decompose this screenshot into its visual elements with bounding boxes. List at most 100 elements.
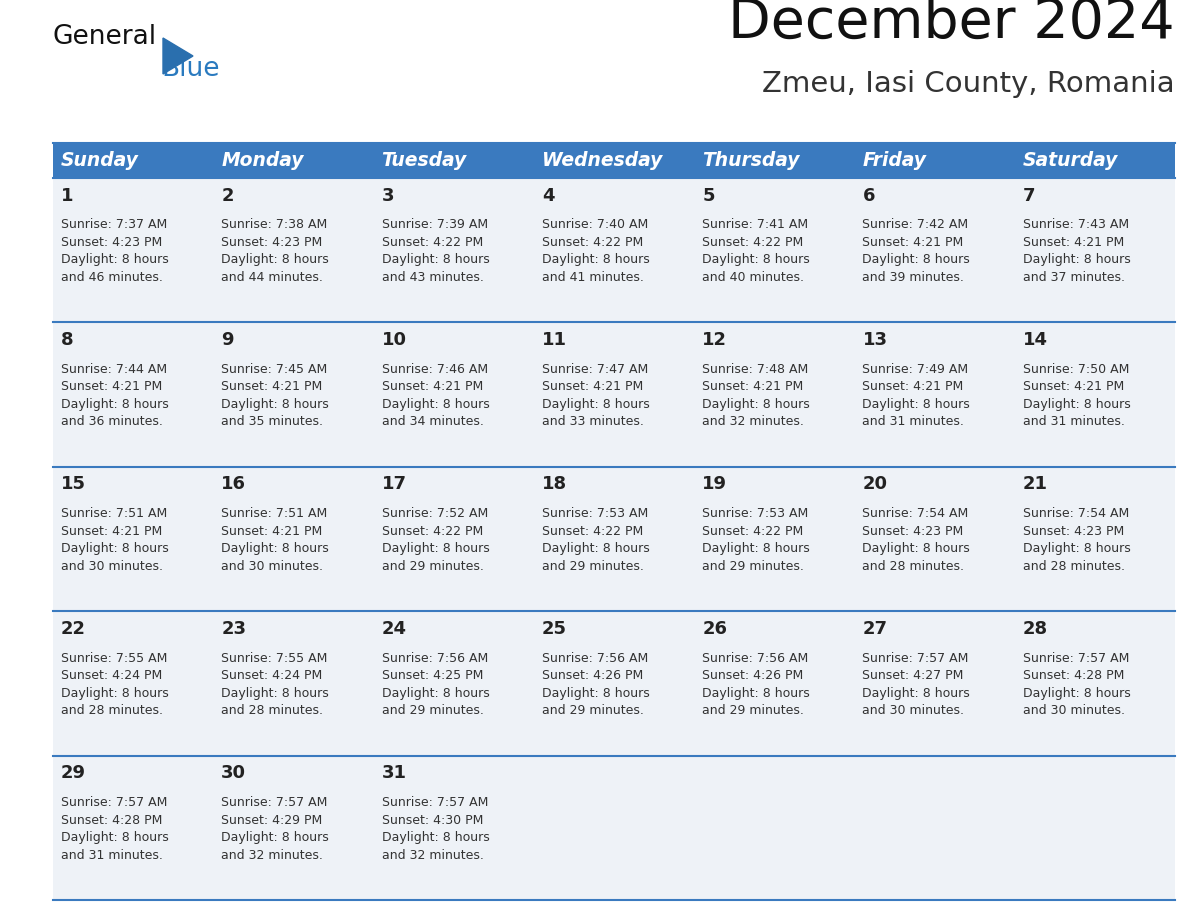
Text: Sunrise: 7:38 AM
Sunset: 4:23 PM
Daylight: 8 hours
and 44 minutes.: Sunrise: 7:38 AM Sunset: 4:23 PM Dayligh… — [221, 218, 329, 284]
Bar — [694, 466, 854, 611]
Text: Sunrise: 7:42 AM
Sunset: 4:21 PM
Daylight: 8 hours
and 39 minutes.: Sunrise: 7:42 AM Sunset: 4:21 PM Dayligh… — [862, 218, 971, 284]
Bar — [854, 611, 1015, 756]
Text: Sunrise: 7:57 AM
Sunset: 4:28 PM
Daylight: 8 hours
and 31 minutes.: Sunrise: 7:57 AM Sunset: 4:28 PM Dayligh… — [61, 796, 169, 861]
Bar — [53, 143, 214, 178]
Text: Sunrise: 7:49 AM
Sunset: 4:21 PM
Daylight: 8 hours
and 31 minutes.: Sunrise: 7:49 AM Sunset: 4:21 PM Dayligh… — [862, 363, 971, 429]
Text: Saturday: Saturday — [1023, 151, 1118, 170]
Bar — [854, 143, 1015, 178]
Text: Sunrise: 7:46 AM
Sunset: 4:21 PM
Daylight: 8 hours
and 34 minutes.: Sunrise: 7:46 AM Sunset: 4:21 PM Dayligh… — [381, 363, 489, 429]
Polygon shape — [163, 38, 192, 74]
Bar — [373, 178, 533, 322]
Bar — [53, 466, 214, 611]
Bar — [533, 143, 694, 178]
Bar — [214, 178, 373, 322]
Text: 4: 4 — [542, 186, 555, 205]
Text: 14: 14 — [1023, 331, 1048, 349]
Text: 30: 30 — [221, 765, 246, 782]
Text: 22: 22 — [61, 620, 86, 638]
Text: 20: 20 — [862, 476, 887, 494]
Bar — [533, 178, 694, 322]
Text: 8: 8 — [61, 331, 74, 349]
Bar — [53, 756, 214, 900]
Bar — [694, 143, 854, 178]
Text: Sunrise: 7:56 AM
Sunset: 4:25 PM
Daylight: 8 hours
and 29 minutes.: Sunrise: 7:56 AM Sunset: 4:25 PM Dayligh… — [381, 652, 489, 717]
Text: 10: 10 — [381, 331, 406, 349]
Text: Sunrise: 7:45 AM
Sunset: 4:21 PM
Daylight: 8 hours
and 35 minutes.: Sunrise: 7:45 AM Sunset: 4:21 PM Dayligh… — [221, 363, 329, 429]
Bar — [854, 756, 1015, 900]
Text: 29: 29 — [61, 765, 86, 782]
Text: 5: 5 — [702, 186, 715, 205]
Text: 17: 17 — [381, 476, 406, 494]
Text: Sunrise: 7:41 AM
Sunset: 4:22 PM
Daylight: 8 hours
and 40 minutes.: Sunrise: 7:41 AM Sunset: 4:22 PM Dayligh… — [702, 218, 810, 284]
Text: Sunrise: 7:48 AM
Sunset: 4:21 PM
Daylight: 8 hours
and 32 minutes.: Sunrise: 7:48 AM Sunset: 4:21 PM Dayligh… — [702, 363, 810, 429]
Bar — [214, 756, 373, 900]
Bar — [373, 466, 533, 611]
Bar — [373, 322, 533, 466]
Text: Sunrise: 7:55 AM
Sunset: 4:24 PM
Daylight: 8 hours
and 28 minutes.: Sunrise: 7:55 AM Sunset: 4:24 PM Dayligh… — [61, 652, 169, 717]
Text: 13: 13 — [862, 331, 887, 349]
Bar — [854, 466, 1015, 611]
Text: Sunrise: 7:47 AM
Sunset: 4:21 PM
Daylight: 8 hours
and 33 minutes.: Sunrise: 7:47 AM Sunset: 4:21 PM Dayligh… — [542, 363, 650, 429]
Bar — [533, 756, 694, 900]
Text: Sunrise: 7:54 AM
Sunset: 4:23 PM
Daylight: 8 hours
and 28 minutes.: Sunrise: 7:54 AM Sunset: 4:23 PM Dayligh… — [1023, 508, 1131, 573]
Text: 25: 25 — [542, 620, 567, 638]
Text: 2: 2 — [221, 186, 234, 205]
Text: 7: 7 — [1023, 186, 1035, 205]
Text: Sunrise: 7:56 AM
Sunset: 4:26 PM
Daylight: 8 hours
and 29 minutes.: Sunrise: 7:56 AM Sunset: 4:26 PM Dayligh… — [702, 652, 810, 717]
Text: 3: 3 — [381, 186, 394, 205]
Bar — [53, 611, 214, 756]
Bar — [533, 322, 694, 466]
Text: Sunrise: 7:55 AM
Sunset: 4:24 PM
Daylight: 8 hours
and 28 minutes.: Sunrise: 7:55 AM Sunset: 4:24 PM Dayligh… — [221, 652, 329, 717]
Text: Sunrise: 7:39 AM
Sunset: 4:22 PM
Daylight: 8 hours
and 43 minutes.: Sunrise: 7:39 AM Sunset: 4:22 PM Dayligh… — [381, 218, 489, 284]
Text: December 2024: December 2024 — [728, 0, 1175, 50]
Text: 27: 27 — [862, 620, 887, 638]
Text: Blue: Blue — [162, 56, 220, 82]
Text: 31: 31 — [381, 765, 406, 782]
Text: Sunrise: 7:53 AM
Sunset: 4:22 PM
Daylight: 8 hours
and 29 minutes.: Sunrise: 7:53 AM Sunset: 4:22 PM Dayligh… — [702, 508, 810, 573]
Text: Sunrise: 7:56 AM
Sunset: 4:26 PM
Daylight: 8 hours
and 29 minutes.: Sunrise: 7:56 AM Sunset: 4:26 PM Dayligh… — [542, 652, 650, 717]
Text: Sunrise: 7:52 AM
Sunset: 4:22 PM
Daylight: 8 hours
and 29 minutes.: Sunrise: 7:52 AM Sunset: 4:22 PM Dayligh… — [381, 508, 489, 573]
Bar — [694, 322, 854, 466]
Bar — [1015, 143, 1175, 178]
Text: Sunrise: 7:50 AM
Sunset: 4:21 PM
Daylight: 8 hours
and 31 minutes.: Sunrise: 7:50 AM Sunset: 4:21 PM Dayligh… — [1023, 363, 1131, 429]
Text: 1: 1 — [61, 186, 74, 205]
Text: Thursday: Thursday — [702, 151, 800, 170]
Text: Friday: Friday — [862, 151, 927, 170]
Bar — [214, 611, 373, 756]
Bar — [854, 322, 1015, 466]
Text: Sunrise: 7:40 AM
Sunset: 4:22 PM
Daylight: 8 hours
and 41 minutes.: Sunrise: 7:40 AM Sunset: 4:22 PM Dayligh… — [542, 218, 650, 284]
Text: 6: 6 — [862, 186, 874, 205]
Text: 21: 21 — [1023, 476, 1048, 494]
Bar — [1015, 322, 1175, 466]
Text: Sunrise: 7:37 AM
Sunset: 4:23 PM
Daylight: 8 hours
and 46 minutes.: Sunrise: 7:37 AM Sunset: 4:23 PM Dayligh… — [61, 218, 169, 284]
Bar — [854, 178, 1015, 322]
Text: Sunrise: 7:51 AM
Sunset: 4:21 PM
Daylight: 8 hours
and 30 minutes.: Sunrise: 7:51 AM Sunset: 4:21 PM Dayligh… — [221, 508, 329, 573]
Bar — [1015, 611, 1175, 756]
Text: Sunrise: 7:44 AM
Sunset: 4:21 PM
Daylight: 8 hours
and 36 minutes.: Sunrise: 7:44 AM Sunset: 4:21 PM Dayligh… — [61, 363, 169, 429]
Text: 12: 12 — [702, 331, 727, 349]
Bar — [53, 178, 214, 322]
Text: 15: 15 — [61, 476, 86, 494]
Bar — [694, 756, 854, 900]
Bar — [53, 322, 214, 466]
Text: Sunrise: 7:57 AM
Sunset: 4:30 PM
Daylight: 8 hours
and 32 minutes.: Sunrise: 7:57 AM Sunset: 4:30 PM Dayligh… — [381, 796, 489, 861]
Bar — [533, 611, 694, 756]
Bar — [214, 143, 373, 178]
Text: 24: 24 — [381, 620, 406, 638]
Bar — [1015, 466, 1175, 611]
Text: Wednesday: Wednesday — [542, 151, 662, 170]
Text: 9: 9 — [221, 331, 234, 349]
Text: Sunrise: 7:57 AM
Sunset: 4:29 PM
Daylight: 8 hours
and 32 minutes.: Sunrise: 7:57 AM Sunset: 4:29 PM Dayligh… — [221, 796, 329, 861]
Text: 19: 19 — [702, 476, 727, 494]
Text: 26: 26 — [702, 620, 727, 638]
Bar — [694, 178, 854, 322]
Bar — [214, 322, 373, 466]
Text: Zmeu, Iasi County, Romania: Zmeu, Iasi County, Romania — [763, 70, 1175, 98]
Text: Sunrise: 7:57 AM
Sunset: 4:27 PM
Daylight: 8 hours
and 30 minutes.: Sunrise: 7:57 AM Sunset: 4:27 PM Dayligh… — [862, 652, 971, 717]
Bar — [694, 611, 854, 756]
Text: 16: 16 — [221, 476, 246, 494]
Text: Sunrise: 7:51 AM
Sunset: 4:21 PM
Daylight: 8 hours
and 30 minutes.: Sunrise: 7:51 AM Sunset: 4:21 PM Dayligh… — [61, 508, 169, 573]
Text: Sunrise: 7:54 AM
Sunset: 4:23 PM
Daylight: 8 hours
and 28 minutes.: Sunrise: 7:54 AM Sunset: 4:23 PM Dayligh… — [862, 508, 971, 573]
Text: Sunrise: 7:43 AM
Sunset: 4:21 PM
Daylight: 8 hours
and 37 minutes.: Sunrise: 7:43 AM Sunset: 4:21 PM Dayligh… — [1023, 218, 1131, 284]
Bar — [1015, 756, 1175, 900]
